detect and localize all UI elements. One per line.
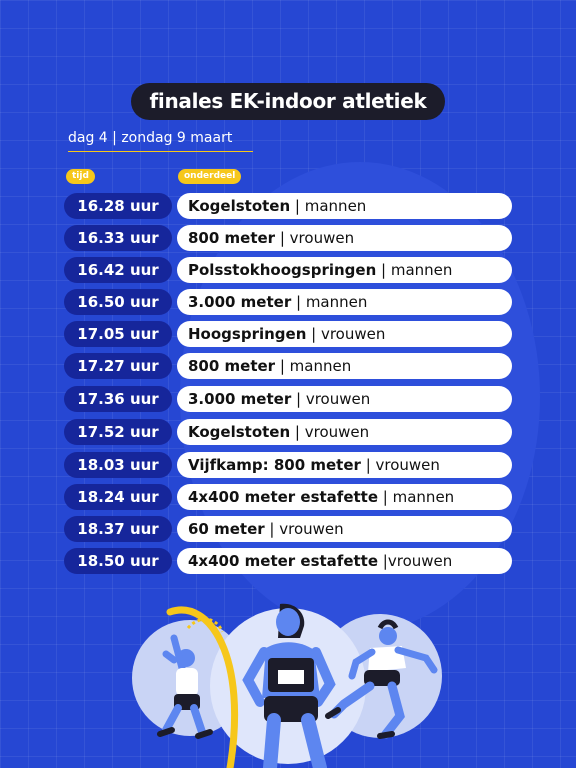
schedule-row: 18.50 uur 4x400 meter estafette |vrouwen: [64, 548, 512, 574]
event-pill: Hoogspringen | vrouwen: [177, 321, 512, 347]
schedule-row: 18.24 uur 4x400 meter estafette | mannen: [64, 484, 512, 510]
time-pill: 17.52 uur: [64, 419, 172, 445]
event-gender: mannen: [305, 293, 368, 311]
time-pill: 18.24 uur: [64, 484, 172, 510]
time-pill: 17.05 uur: [64, 321, 172, 347]
event-name: Vijfkamp: 800 meter: [188, 456, 361, 474]
schedule-row: 16.33 uur 800 meter | vrouwen: [64, 225, 512, 251]
schedule-row: 16.28 uur Kogelstoten | mannen: [64, 193, 512, 219]
time-pill: 16.28 uur: [64, 193, 172, 219]
event-gender: mannen: [390, 261, 453, 279]
schedule-row: 16.50 uur 3.000 meter | mannen: [64, 289, 512, 315]
event-pill: 4x400 meter estafette |vrouwen: [177, 548, 512, 574]
column-header-event: onderdeel: [178, 169, 242, 184]
runner-icon: [242, 603, 336, 768]
shot-putter-icon: [325, 619, 438, 739]
time-pill: 16.50 uur: [64, 289, 172, 315]
separator: |: [275, 357, 290, 375]
separator: |: [291, 293, 306, 311]
event-name: 4x400 meter estafette: [188, 488, 379, 506]
time-pill: 18.50 uur: [64, 548, 172, 574]
event-name: 800 meter: [188, 357, 276, 375]
schedule-row: 17.52 uur Kogelstoten | vrouwen: [64, 419, 512, 445]
separator: |: [290, 423, 305, 441]
event-name: 3.000 meter: [188, 390, 292, 408]
time-pill: 18.37 uur: [64, 516, 172, 542]
schedule-row: 17.05 uur Hoogspringen | vrouwen: [64, 321, 512, 347]
event-pill: Vijfkamp: 800 meter | vrouwen: [177, 452, 512, 478]
separator: |: [306, 325, 321, 343]
event-name: 4x400 meter estafette: [188, 552, 379, 570]
event-pill: Kogelstoten | mannen: [177, 193, 512, 219]
event-gender: mannen: [304, 197, 367, 215]
high-jumper-icon: [157, 634, 213, 739]
vault-pole-icon: [166, 606, 239, 768]
event-name: Hoogspringen: [188, 325, 307, 343]
event-name: 800 meter: [188, 229, 276, 247]
separator: |: [290, 197, 305, 215]
event-gender: mannen: [289, 357, 352, 375]
page-title: finales EK-indoor atletiek: [131, 83, 445, 120]
separator: |: [378, 488, 393, 506]
event-gender: vrouwen: [304, 423, 370, 441]
event-gender: vrouwen: [279, 520, 344, 538]
event-name: Kogelstoten: [188, 197, 291, 215]
event-gender: mannen: [392, 488, 455, 506]
time-pill: 16.42 uur: [64, 257, 172, 283]
event-pill: 3.000 meter | mannen: [177, 289, 512, 315]
event-name: Kogelstoten: [188, 423, 291, 441]
separator: |: [264, 520, 280, 538]
separator: |: [275, 229, 290, 247]
time-pill: 18.03 uur: [64, 452, 172, 478]
time-pill: 16.33 uur: [64, 225, 172, 251]
schedule-row: 18.03 uur Vijfkamp: 800 meter | vrouwen: [64, 452, 512, 478]
event-gender: vrouwen: [387, 552, 453, 570]
event-pill: 60 meter | vrouwen: [177, 516, 512, 542]
event-pill: 800 meter | mannen: [177, 353, 512, 379]
event-pill: 4x400 meter estafette | mannen: [177, 484, 512, 510]
separator: |: [378, 552, 388, 570]
event-name: 3.000 meter: [188, 293, 292, 311]
separator: |: [376, 261, 391, 279]
event-gender: vrouwen: [320, 325, 386, 343]
column-header-time: tijd: [66, 169, 95, 184]
race-bib-icon: [278, 670, 304, 684]
time-pill: 17.36 uur: [64, 386, 172, 412]
event-pill: Polsstokhoogspringen | mannen: [177, 257, 512, 283]
athletes-illustration: [132, 603, 442, 768]
event-pill: 800 meter | vrouwen: [177, 225, 512, 251]
schedule-row: 17.27 uur 800 meter | mannen: [64, 353, 512, 379]
schedule-row: 17.36 uur 3.000 meter | vrouwen: [64, 386, 512, 412]
event-pill: Kogelstoten | vrouwen: [177, 419, 512, 445]
event-gender: vrouwen: [305, 390, 371, 408]
vault-pole-tip-icon: [186, 617, 224, 633]
event-pill: 3.000 meter | vrouwen: [177, 386, 512, 412]
page-subtitle: dag 4 | zondag 9 maart: [68, 130, 253, 152]
time-pill: 17.27 uur: [64, 353, 172, 379]
separator: |: [291, 390, 306, 408]
event-name: 60 meter: [188, 520, 265, 538]
event-gender: vrouwen: [375, 456, 440, 474]
schedule-row: 16.42 uur Polsstokhoogspringen | mannen: [64, 257, 512, 283]
event-name: Polsstokhoogspringen: [188, 261, 377, 279]
event-gender: vrouwen: [289, 229, 355, 247]
schedule-row: 18.37 uur 60 meter | vrouwen: [64, 516, 512, 542]
separator: |: [360, 456, 376, 474]
